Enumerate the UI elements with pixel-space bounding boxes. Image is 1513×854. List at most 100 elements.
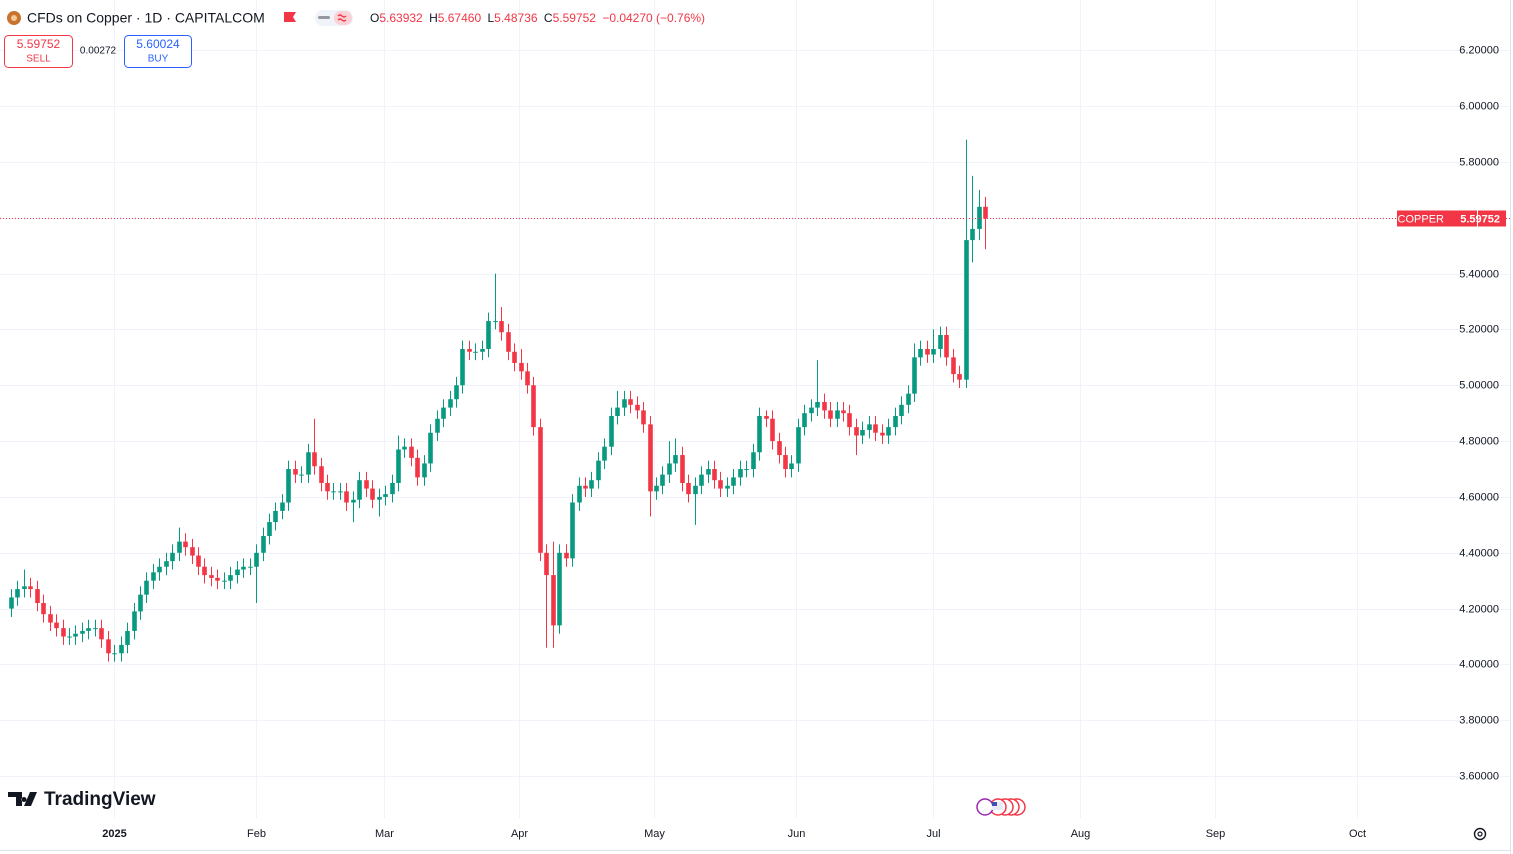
candle-body bbox=[835, 410, 840, 419]
candle-body bbox=[422, 463, 427, 478]
x-tick-label: May bbox=[644, 828, 665, 840]
candle-body bbox=[873, 424, 878, 433]
candle-body bbox=[983, 206, 988, 219]
buy-button[interactable] bbox=[124, 35, 192, 68]
candle-body bbox=[338, 491, 343, 493]
ohlc-value: 5.48736 bbox=[494, 11, 538, 25]
candle-body bbox=[415, 457, 420, 478]
candle-body bbox=[344, 491, 349, 503]
candle-body bbox=[61, 628, 66, 637]
candle-body bbox=[357, 480, 362, 500]
candle-body bbox=[99, 628, 104, 640]
x-tick-label: Oct bbox=[1349, 828, 1366, 840]
y-tick-label: 3.60000 bbox=[1459, 770, 1499, 782]
candle-body bbox=[854, 427, 859, 436]
sell-button[interactable] bbox=[4, 35, 73, 68]
candle-body bbox=[725, 485, 730, 489]
candle-body bbox=[544, 552, 549, 576]
candle-body bbox=[486, 321, 491, 349]
candle-body bbox=[519, 362, 524, 372]
candle-body bbox=[267, 522, 272, 537]
price-tag-value: 5.59752 bbox=[1460, 213, 1500, 225]
settings-icon[interactable] bbox=[1473, 827, 1487, 841]
ohlc-change: −0.04270 (−0.76%) bbox=[602, 11, 705, 25]
candle-body bbox=[783, 455, 788, 470]
candle-body bbox=[241, 566, 246, 570]
candle-body bbox=[409, 446, 414, 458]
candle-body bbox=[499, 321, 504, 333]
symbol-title[interactable]: CFDs on Copper · 1D · CAPITALCOM bbox=[27, 10, 265, 26]
x-tick-label: Jun bbox=[788, 828, 806, 840]
candle-body bbox=[54, 622, 59, 629]
candle-body bbox=[867, 424, 872, 430]
candle-body bbox=[364, 480, 369, 489]
candles bbox=[9, 139, 988, 662]
y-tick-label: 4.60000 bbox=[1459, 491, 1499, 503]
candle-body bbox=[525, 371, 530, 386]
x-tick-label: Apr bbox=[511, 828, 528, 840]
candle-body bbox=[654, 485, 659, 492]
candle-body bbox=[93, 628, 98, 630]
candle-body bbox=[648, 424, 653, 492]
x-tick-label: Feb bbox=[247, 828, 266, 840]
candle-body bbox=[370, 488, 375, 500]
candle-body bbox=[460, 348, 465, 386]
logo-icon[interactable] bbox=[8, 792, 37, 806]
candle-body bbox=[667, 463, 672, 475]
candle-body bbox=[706, 469, 711, 475]
candle-body bbox=[396, 449, 401, 483]
candle-body bbox=[757, 415, 762, 453]
candle-body bbox=[273, 510, 278, 523]
symbol-icon-inner bbox=[11, 15, 17, 21]
candle-body bbox=[248, 566, 253, 568]
candle-body bbox=[435, 418, 440, 433]
candle-body bbox=[390, 482, 395, 495]
candle-body bbox=[306, 452, 311, 475]
event-icon[interactable] bbox=[976, 798, 994, 816]
logo-text[interactable]: TradingView bbox=[44, 789, 156, 810]
candle-body bbox=[202, 566, 207, 576]
price-tag-symbol: COPPER bbox=[1398, 213, 1445, 225]
candle-body bbox=[22, 586, 27, 590]
candle-body bbox=[325, 482, 330, 492]
candle-body bbox=[125, 630, 130, 645]
candle-body bbox=[789, 463, 794, 470]
flag-icon[interactable] bbox=[284, 12, 296, 22]
y-tick-label: 5.00000 bbox=[1459, 379, 1499, 391]
candle-body bbox=[448, 399, 453, 408]
candle-body bbox=[441, 407, 446, 419]
ohlc-legend: O5.63932 H5.67460 L5.48736 C5.59752 −0.0… bbox=[370, 11, 705, 25]
y-tick-label: 5.40000 bbox=[1459, 268, 1499, 280]
candle-body bbox=[454, 385, 459, 400]
candle-body bbox=[106, 639, 111, 654]
candle-body bbox=[686, 482, 691, 495]
candle-body bbox=[712, 469, 717, 481]
candle-body bbox=[893, 415, 898, 428]
candle-body bbox=[899, 404, 904, 416]
x-tick-label: 2025 bbox=[102, 828, 126, 840]
candle-body bbox=[261, 536, 266, 553]
candle-body bbox=[615, 407, 620, 416]
candle-body bbox=[228, 575, 233, 581]
flag-mini bbox=[992, 802, 1003, 810]
candle-body bbox=[596, 460, 601, 481]
event-icons[interactable] bbox=[976, 798, 1026, 816]
candle-body bbox=[589, 480, 594, 489]
candle-body bbox=[925, 348, 930, 355]
candle-body bbox=[860, 429, 865, 436]
toggle-knob bbox=[334, 11, 352, 25]
x-tick-label: Sep bbox=[1206, 828, 1226, 840]
y-tick-label: 6.20000 bbox=[1459, 44, 1499, 56]
candle-body bbox=[190, 547, 195, 556]
candle-body bbox=[880, 432, 885, 436]
toggle-dash bbox=[318, 16, 330, 19]
candle-body bbox=[931, 348, 936, 355]
x-tick-label: Aug bbox=[1071, 828, 1091, 840]
candle-body bbox=[635, 404, 640, 411]
candle-body bbox=[964, 240, 969, 380]
candle-body bbox=[699, 474, 704, 486]
candle-body bbox=[235, 569, 240, 576]
candle-body bbox=[293, 469, 298, 475]
